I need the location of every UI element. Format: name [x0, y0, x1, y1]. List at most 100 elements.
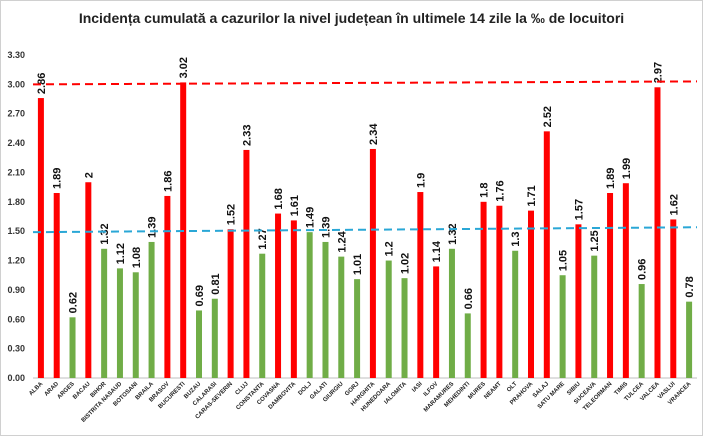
data-label: 1.76	[494, 180, 506, 201]
y-tick-label: 1.50	[7, 226, 25, 236]
data-label: 1.57	[573, 199, 585, 220]
y-tick-label: 1.80	[7, 197, 25, 207]
bar	[132, 272, 139, 378]
bar	[227, 229, 234, 378]
data-label: 1.86	[162, 171, 174, 192]
bar	[243, 149, 250, 378]
data-label: 1.9	[415, 173, 427, 188]
data-label: 0.81	[210, 273, 222, 294]
data-label: 1.14	[431, 240, 443, 262]
data-label: 3.02	[178, 57, 190, 78]
data-label: 1.71	[526, 185, 538, 206]
y-tick-label: 1.20	[7, 256, 25, 266]
bar	[448, 248, 455, 378]
x-tick-label: IASI	[411, 381, 424, 394]
bar	[322, 241, 329, 378]
bar	[512, 250, 519, 378]
threshold-line	[32, 226, 698, 234]
bar	[401, 278, 408, 378]
bar	[417, 192, 424, 378]
bar	[306, 232, 313, 378]
data-label: 2.52	[542, 106, 554, 127]
data-label: 1.02	[400, 253, 412, 274]
data-label: 2.33	[241, 125, 253, 146]
bar	[543, 131, 550, 378]
y-tick-label: 0.60	[7, 314, 25, 324]
data-label: 1.3	[510, 231, 522, 246]
bar	[385, 260, 392, 378]
data-label: 1.61	[289, 195, 301, 216]
data-label: 1.24	[336, 230, 348, 252]
bar	[101, 248, 108, 378]
data-label: 2.97	[652, 62, 664, 83]
bar	[69, 317, 76, 378]
bar	[464, 313, 471, 378]
bar	[496, 205, 503, 378]
data-label: 1.39	[320, 217, 332, 238]
data-label: 2.34	[368, 123, 380, 145]
data-label: 1.01	[352, 254, 364, 275]
bar	[116, 268, 123, 378]
y-tick-label: 2.10	[7, 167, 25, 177]
y-tick-label: 0.00	[7, 373, 25, 383]
y-tick-label: 3.30	[7, 50, 25, 60]
y-tick-label: 2.40	[7, 138, 25, 148]
x-tick-label: ALBA	[28, 381, 44, 397]
data-label: 1.8	[479, 183, 491, 198]
y-tick-label: 2.70	[7, 109, 25, 119]
bar	[559, 275, 566, 378]
data-label: 1.05	[558, 250, 570, 271]
bar	[338, 256, 345, 378]
y-tick-label: 0.90	[7, 285, 25, 295]
bar	[575, 224, 582, 378]
bar	[164, 195, 171, 378]
data-label: 1.49	[305, 207, 317, 228]
bar	[37, 98, 44, 379]
data-label: 1.68	[273, 188, 285, 209]
bar	[354, 279, 361, 378]
bar	[433, 266, 440, 378]
data-label: 1.39	[147, 217, 159, 238]
data-label: 2	[83, 172, 95, 178]
data-label: 1.89	[605, 168, 617, 189]
bar	[638, 284, 645, 378]
data-label: 1.25	[589, 230, 601, 251]
bar	[622, 183, 629, 378]
bar	[480, 201, 487, 378]
bar	[259, 253, 266, 378]
y-tick-label: 0.30	[7, 344, 25, 354]
data-label: 1.08	[131, 247, 143, 268]
x-tick-label: TELEORMAN	[582, 381, 613, 412]
bar	[275, 213, 282, 378]
data-label: 1.52	[226, 204, 238, 225]
threshold-line	[32, 80, 698, 86]
data-label: 0.62	[68, 292, 80, 313]
data-label: 1.62	[668, 194, 680, 215]
data-label: 1.99	[621, 158, 633, 179]
bar	[591, 255, 598, 378]
bar	[686, 301, 693, 378]
data-label: 1.89	[52, 168, 64, 189]
x-tick-label: OLT	[506, 381, 519, 394]
bar	[85, 182, 92, 378]
data-label: 1.12	[115, 243, 127, 264]
data-label: 0.78	[684, 276, 696, 297]
chart-title: Incidența cumulată a cazurilor la nivel …	[78, 10, 625, 26]
bar	[670, 219, 677, 378]
data-label: 2.86	[36, 73, 48, 94]
data-label: 1.32	[99, 223, 111, 244]
x-tick-label: NEAMT	[483, 381, 503, 401]
bar	[148, 241, 155, 378]
data-label: 0.66	[463, 288, 475, 309]
data-label: 0.69	[194, 285, 206, 306]
data-label: 1.2	[384, 241, 396, 256]
x-tick-label: BACAU	[72, 381, 92, 401]
bar	[53, 193, 60, 378]
bar	[607, 193, 614, 378]
data-label: 1.27	[257, 228, 269, 249]
bar	[290, 220, 297, 378]
data-label: 1.32	[447, 223, 459, 244]
bar	[369, 148, 376, 378]
data-label: 0.96	[637, 259, 649, 280]
